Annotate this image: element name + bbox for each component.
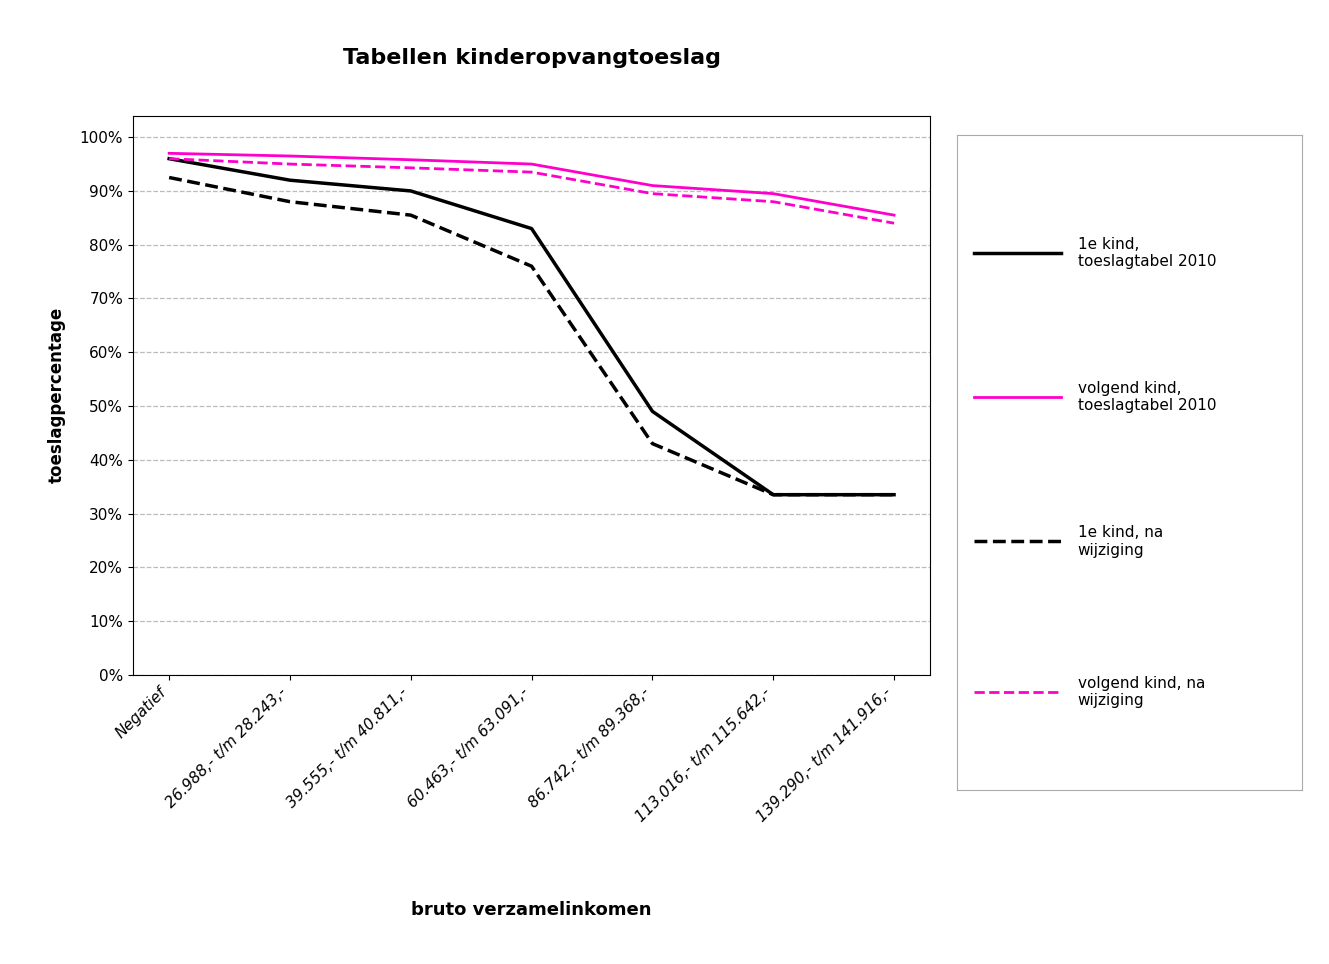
volgend kind, na
wijziging: [524, 167, 540, 178]
1e kind,
toeslagtabel 2010: [766, 489, 781, 500]
1e kind,
toeslagtabel 2010: [645, 406, 661, 417]
Line: 1e kind, na
wijziging: 1e kind, na wijziging: [169, 177, 894, 495]
1e kind,
toeslagtabel 2010: [524, 223, 540, 234]
volgend kind, na
wijziging: [645, 188, 661, 200]
Text: 1e kind, na
wijziging: 1e kind, na wijziging: [1078, 525, 1163, 557]
1e kind, na
wijziging: [403, 209, 419, 221]
Text: volgend kind, na
wijziging: volgend kind, na wijziging: [1078, 676, 1205, 709]
volgend kind, na
wijziging: [403, 162, 419, 174]
volgend kind,
toeslagtabel 2010: [524, 158, 540, 170]
1e kind,
toeslagtabel 2010: [886, 489, 902, 500]
volgend kind,
toeslagtabel 2010: [645, 180, 661, 192]
1e kind, na
wijziging: [645, 438, 661, 449]
Line: volgend kind, na
wijziging: volgend kind, na wijziging: [169, 159, 894, 224]
volgend kind, na
wijziging: [161, 153, 177, 165]
1e kind, na
wijziging: [886, 489, 902, 500]
volgend kind,
toeslagtabel 2010: [766, 188, 781, 200]
Text: volgend kind,
toeslagtabel 2010: volgend kind, toeslagtabel 2010: [1078, 381, 1216, 414]
1e kind, na
wijziging: [161, 172, 177, 183]
1e kind, na
wijziging: [766, 489, 781, 500]
1e kind,
toeslagtabel 2010: [403, 185, 419, 197]
volgend kind,
toeslagtabel 2010: [886, 209, 902, 221]
Line: volgend kind,
toeslagtabel 2010: volgend kind, toeslagtabel 2010: [169, 153, 894, 215]
1e kind,
toeslagtabel 2010: [161, 153, 177, 165]
X-axis label: bruto verzamelinkomen: bruto verzamelinkomen: [412, 901, 651, 919]
Text: 1e kind,
toeslagtabel 2010: 1e kind, toeslagtabel 2010: [1078, 237, 1216, 269]
Line: 1e kind,
toeslagtabel 2010: 1e kind, toeslagtabel 2010: [169, 159, 894, 495]
Y-axis label: toeslagpercentage: toeslagpercentage: [48, 308, 66, 483]
1e kind, na
wijziging: [282, 196, 298, 207]
volgend kind,
toeslagtabel 2010: [282, 150, 298, 162]
volgend kind,
toeslagtabel 2010: [161, 147, 177, 159]
1e kind, na
wijziging: [524, 260, 540, 272]
volgend kind,
toeslagtabel 2010: [403, 154, 419, 166]
volgend kind, na
wijziging: [886, 218, 902, 229]
1e kind,
toeslagtabel 2010: [282, 174, 298, 186]
volgend kind, na
wijziging: [766, 196, 781, 207]
Text: Tabellen kinderopvangtoeslag: Tabellen kinderopvangtoeslag: [343, 48, 720, 68]
volgend kind, na
wijziging: [282, 158, 298, 170]
